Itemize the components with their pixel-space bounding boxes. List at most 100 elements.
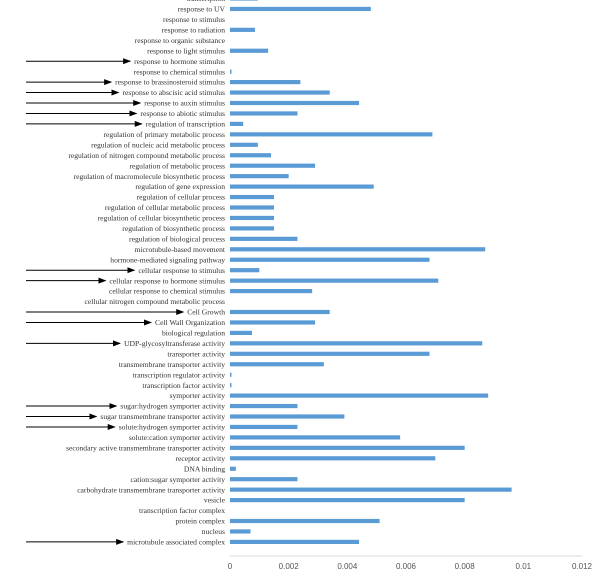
x-tick-label: 0.008	[455, 562, 476, 571]
category-label-sugar-transmembrane-transporter-activity: sugar transmembrane transporter activity	[100, 412, 225, 421]
bar-receptor-activity	[230, 456, 436, 461]
bar-regulation-of-cellular-biosynthetic-process	[230, 215, 274, 221]
bar-transmembrane-transporter-activity	[230, 362, 324, 367]
category-label-response-to-abscisic-acid-stimulus: response to abscisic acid stimulus	[123, 88, 226, 97]
category-label-protein-complex: protein complex	[175, 517, 225, 526]
bar-cell-wall-organization	[230, 320, 316, 325]
bar-cell-growth	[230, 309, 330, 315]
category-label-cell-wall-organization: Cell Wall Organization	[155, 318, 225, 327]
category-label-cellular-response-to-hormone-stimulus: cellular response to hormone stimulus	[109, 276, 225, 285]
category-label-vesicle: vesicle	[204, 496, 226, 505]
x-tick-label: 0.012	[572, 562, 593, 571]
bar-transcription-regulator-activity	[230, 372, 232, 377]
bar-sugar-transmembrane-transporter-activity	[230, 414, 345, 419]
bar-symporter-activity	[230, 393, 489, 398]
bar-microtubule-based-movement	[230, 247, 486, 252]
arrow-markers	[26, 58, 185, 545]
bar-cellular-response-to-hormone-stimulus	[230, 278, 439, 283]
category-label-response-to-radiation: response to radiation	[162, 25, 225, 34]
bar-regulation-of-macromolecule-biosynthetic-process	[230, 174, 289, 179]
category-label-solute-hydrogen-symporter-activity: solute:hydrogen symporter activity	[119, 423, 225, 432]
x-tick-label: 0.006	[396, 562, 417, 571]
category-label-cellular-response-to-stimulus: cellular response to stimulus	[138, 266, 225, 275]
bar-regulation-of-nitrogen-compound-metabolic-process	[230, 153, 272, 158]
bar-response-to-uv	[230, 6, 371, 12]
category-label-response-to-abiotic-stimulus: response to abiotic stimulus	[140, 109, 225, 118]
bar-cellular-response-to-chemical-stimulus	[230, 289, 313, 294]
bar-solute-hydrogen-symporter-activity	[230, 424, 298, 430]
bar-solute-cation-symporter-activity	[230, 435, 401, 440]
bar-transcription-factor-activity	[230, 383, 232, 388]
category-label-receptor-activity: receptor activity	[175, 454, 225, 463]
category-label-dna-binding: DNA binding	[184, 464, 225, 473]
bar-hormone-mediated-signaling-pathway	[230, 257, 430, 262]
bar-response-to-light-stimulus	[230, 48, 269, 53]
category-label-transcription-factor-activity: transcription factor activity	[142, 381, 225, 390]
category-label-transcription-factor-complex: transcription factor complex	[139, 506, 225, 515]
category-label-nucleus: nucleus	[202, 527, 225, 536]
bar-sugar-hydrogen-symporter-activity	[230, 403, 298, 409]
category-label-response-to-chemical-stimulus: response to chemical stimulus	[134, 67, 225, 76]
bar-dna-binding	[230, 466, 236, 471]
bar-response-to-radiation	[230, 27, 255, 32]
category-label-regulation-of-cellular-metabolic-process: regulation of cellular metabolic process	[105, 203, 225, 212]
category-label-transcription-regulator-activity: transcription regulator activity	[133, 370, 226, 379]
category-label-response-to-brassinosteroid-stimulus: response to brassinosteroid stimulus	[115, 78, 225, 87]
bar-microtubule-associated-complex	[230, 539, 360, 544]
bar-regulation-of-gene-expression	[230, 184, 374, 189]
bar-response-to-abscisic-acid-stimulus	[230, 90, 330, 95]
bar-vesicle	[230, 498, 465, 503]
category-label-secondary-active-transmembrane-transporter-activity: secondary active transmembrane transport…	[66, 443, 225, 452]
x-axis-ticks: 0 0.002 0.004 0.006 0.008 0.01 0.012	[228, 562, 593, 571]
category-label-regulation-of-biological-process: regulation of biological process	[129, 234, 225, 243]
bar-regulation-of-primary-metabolic-process	[230, 132, 433, 137]
bar-cation-sugar-symporter-activity	[230, 477, 298, 482]
bar-protein-complex	[230, 518, 380, 524]
bar-regulation-of-nucleic-acid-metabolic-process	[230, 142, 258, 147]
bar-regulation-of-cellular-process	[230, 194, 274, 200]
category-label-response-to-light-stimulus: response to light stimulus	[147, 46, 225, 55]
category-label-cation-sugar-symporter-activity: cation:sugar symporter activity	[131, 475, 226, 484]
bar-cellular-response-to-stimulus	[230, 268, 260, 273]
x-tick-label: 0.01	[516, 562, 532, 571]
bar-nucleus	[230, 529, 251, 534]
x-tick-label: 0.002	[279, 562, 300, 571]
bar-udp-glycosyltransferase-activity	[230, 341, 483, 346]
category-label-regulation-of-gene-expression: regulation of gene expression	[135, 182, 225, 191]
x-tick-label: 0.004	[337, 562, 358, 571]
category-label-regulation-of-cellular-biosynthetic-process: regulation of cellular biosynthetic proc…	[98, 214, 225, 223]
category-label-regulation-of-transcription: regulation of transcription	[146, 120, 225, 129]
category-label-regulation-of-biosynthetic-process: regulation of biosynthetic process	[122, 224, 225, 233]
bar-carbohydrate-transmembrane-transporter-activity	[230, 487, 512, 492]
category-label-regulation-of-macromolecule-biosynthetic-process: regulation of macromolecule biosynthetic…	[74, 172, 225, 181]
category-label-cellular-nitrogen-compound-metabolic-process: cellular nitrogen compound metabolic pro…	[85, 297, 225, 306]
bar-response-to-brassinosteroid-stimulus	[230, 80, 301, 85]
category-label-regulation-of-primary-metabolic-process: regulation of primary metabolic process	[104, 130, 226, 139]
bar-transcription	[230, 0, 258, 1]
category-label-transcription: transcription	[187, 0, 226, 3]
category-label-response-to-hormone-stimulus: response to hormone stimulus	[134, 57, 225, 66]
category-label-udp-glycosyltransferase-activity: UDP-glycosyltransferase activity	[124, 339, 225, 348]
bar-regulation-of-biosynthetic-process	[230, 226, 274, 231]
bar-transporter-activity	[230, 351, 430, 356]
category-label-regulation-of-metabolic-process: regulation of metabolic process	[129, 161, 225, 170]
category-label-transporter-activity: transporter activity	[167, 349, 225, 358]
category-label-cell-growth: Cell Growth	[187, 308, 225, 317]
bar-regulation-of-biological-process	[230, 236, 298, 241]
category-label-symporter-activity: symporter activity	[170, 391, 226, 400]
category-label-response-to-stimulus: response to stimulus	[163, 15, 225, 24]
category-label-transmembrane-transporter-activity: transmembrane transporter activity	[119, 360, 225, 369]
category-label-response-to-auxin-stimulus: response to auxin stimulus	[144, 99, 225, 108]
x-tick-label: 0	[228, 562, 233, 571]
category-label-response-to-uv: response to UV	[178, 5, 226, 14]
bar-biological-regulation	[230, 330, 252, 335]
bar-regulation-of-metabolic-process	[230, 163, 316, 168]
category-label-sugar-hydrogen-symporter-activity: sugar:hydrogen symporter activity	[120, 402, 225, 411]
category-label-solute-cation-symporter-activity: solute:cation symporter activity	[129, 433, 225, 442]
category-label-carbohydrate-transmembrane-transporter-activity: carbohydrate transmembrane transporter a…	[77, 485, 225, 494]
category-label-microtubule-based-movement: microtubule-based movement	[135, 245, 226, 254]
category-label-response-to-organic-substance: response to organic substance	[135, 36, 226, 45]
bars	[230, 0, 512, 544]
